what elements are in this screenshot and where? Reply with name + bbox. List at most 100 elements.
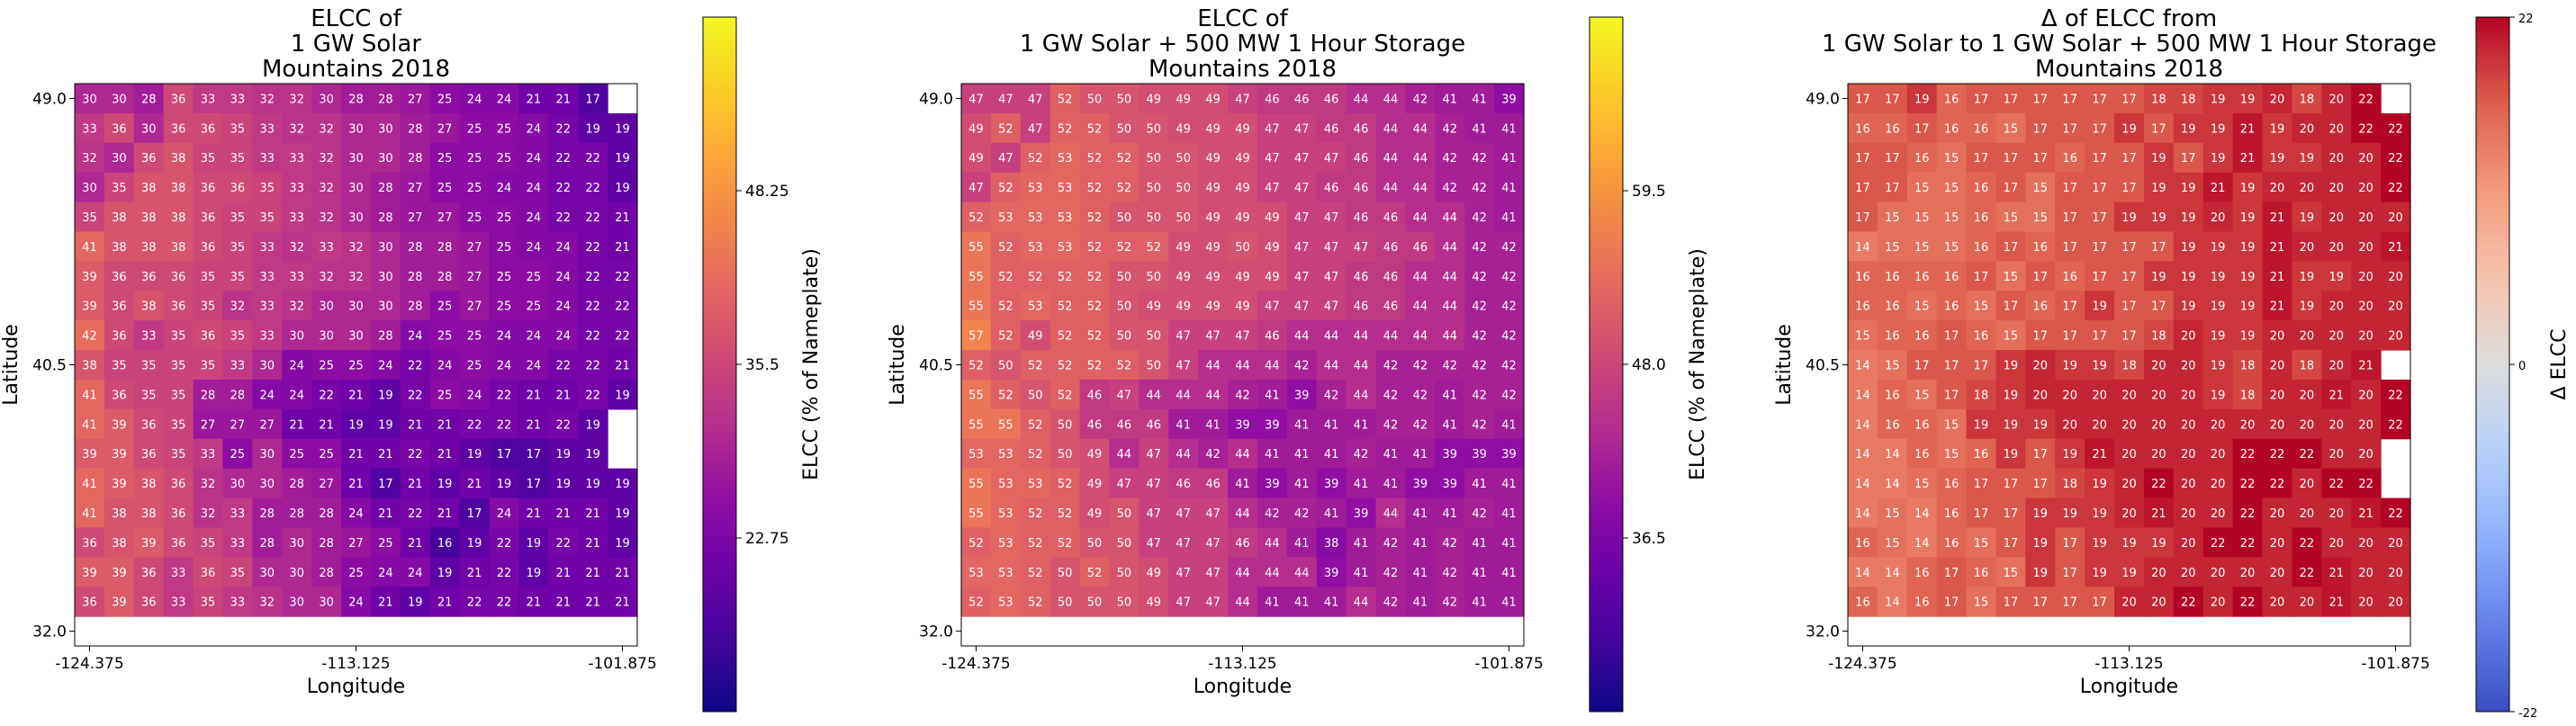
cell-value-label: 27	[467, 300, 482, 314]
cell-value-label: 52	[1058, 300, 1073, 314]
cell-value-label: 19	[615, 537, 630, 551]
heatmap-cell	[429, 202, 461, 233]
heatmap-cell	[608, 468, 638, 499]
heatmap-cell	[1049, 379, 1081, 410]
heatmap-cell	[163, 557, 194, 587]
heatmap-cell	[2025, 202, 2056, 233]
cell-value-label: 20	[2388, 211, 2403, 225]
cell-value-label: 41	[1501, 152, 1517, 166]
cell-value-label: 36	[171, 122, 186, 136]
heatmap-cell	[341, 202, 372, 233]
heatmap-cell	[1464, 379, 1495, 410]
cell-value-label: 49	[1235, 300, 1250, 314]
cell-value-label: 35	[201, 537, 216, 551]
heatmap-cell	[2114, 408, 2145, 440]
cell-value-label: 17	[2033, 271, 2049, 284]
heatmap-cell	[489, 320, 520, 351]
cell-value-label: 53	[1028, 182, 1043, 195]
heatmap-cell	[1405, 438, 1436, 470]
cell-value-label: 20	[2358, 241, 2373, 255]
heatmap-cell	[400, 497, 431, 529]
chart-title-line: 1 GW Solar to 1 GW Solar + 500 MW 1 Hour…	[1822, 31, 2436, 58]
heatmap-cell	[1435, 142, 1465, 174]
cell-value-label: 20	[2181, 448, 2196, 462]
heatmap-cell	[1139, 379, 1169, 410]
cell-value-label: 19	[2270, 122, 2285, 136]
heatmap-cell	[1877, 350, 1908, 381]
heatmap-cell	[1848, 408, 1878, 440]
heatmap-cell	[1877, 231, 1908, 262]
cell-value-label: 17	[2033, 330, 2049, 344]
heatmap-cell	[1995, 84, 2026, 114]
cell-value-label: 17	[2092, 596, 2107, 610]
cell-value-label: 36	[201, 241, 216, 255]
cell-value-label: 35	[230, 122, 246, 136]
heatmap-cell	[1405, 261, 1436, 291]
cell-value-label: 41	[1265, 596, 1280, 610]
cell-value-label: 50	[1117, 271, 1132, 284]
cell-value-label: 53	[1058, 152, 1073, 166]
heatmap-cell	[961, 261, 992, 291]
heatmap-cell	[311, 438, 342, 470]
cell-value-label: 28	[437, 241, 453, 255]
cell-value-label: 44	[1442, 330, 1457, 344]
heatmap-cell	[608, 112, 638, 144]
cell-value-label: 22	[497, 389, 512, 402]
cell-value-label: 49	[1205, 182, 1220, 195]
cell-value-label: 19	[2151, 152, 2166, 166]
cell-value-label: 33	[201, 93, 216, 106]
cell-value-label: 18	[2300, 93, 2315, 106]
cell-value-label: 28	[348, 93, 364, 106]
cell-value-label: 19	[2033, 537, 2049, 551]
cell-value-label: 35	[230, 211, 246, 225]
cell-value-label: 19	[2121, 211, 2137, 225]
cell-value-label: 38	[171, 182, 186, 195]
heatmap-cell	[2292, 320, 2322, 351]
heatmap-cell	[429, 527, 461, 558]
heatmap-cell	[75, 142, 105, 174]
cell-value-label: 17	[1914, 122, 1930, 136]
cell-value-label: 20	[2328, 418, 2344, 432]
heatmap-cell	[1435, 587, 1465, 617]
heatmap-cell	[163, 172, 194, 203]
heatmap-cell	[222, 320, 253, 351]
heatmap-cell	[1906, 438, 1938, 470]
heatmap-cell	[990, 112, 1022, 144]
cell-value-label: 16	[1914, 271, 1930, 284]
heatmap-cell	[429, 587, 461, 617]
cell-value-label: 30	[319, 93, 334, 106]
heatmap-cell	[2173, 379, 2204, 410]
heatmap-cell	[252, 261, 283, 291]
heatmap-cell	[1286, 84, 1318, 114]
cell-value-label: 16	[2062, 271, 2077, 284]
cell-value-label: 41	[1265, 448, 1280, 462]
cell-value-label: 33	[230, 93, 246, 106]
cell-value-label: 17	[2033, 93, 2049, 106]
chart-title-line: 1 GW Solar	[291, 31, 421, 58]
cell-value-label: 20	[2388, 567, 2403, 580]
cell-value-label: 20	[2270, 93, 2285, 106]
heatmap-cell	[548, 557, 579, 587]
cell-value-label: 50	[1117, 567, 1132, 580]
heatmap-cell	[429, 261, 461, 291]
heatmap-cell	[2232, 557, 2264, 587]
heatmap-cell	[252, 291, 283, 321]
cell-value-label: 46	[1087, 418, 1103, 432]
heatmap-cell	[1995, 587, 2026, 617]
cell-value-label: 22	[615, 271, 630, 284]
heatmap-cell	[133, 84, 165, 114]
cell-value-label: 30	[260, 448, 275, 462]
heatmap-cell	[1346, 438, 1377, 470]
heatmap-cell	[548, 497, 579, 529]
cell-value-label: 44	[1265, 360, 1280, 373]
heatmap-cell	[1848, 497, 1878, 529]
heatmap-cell	[2114, 527, 2145, 558]
y-tick-label: 40.5	[919, 357, 953, 375]
cell-value-label: 25	[437, 389, 453, 402]
cell-value-label: 17	[2062, 300, 2077, 314]
heatmap-cell	[489, 261, 520, 291]
heatmap-cell	[1464, 468, 1495, 499]
cell-value-label: 47	[1175, 330, 1191, 344]
heatmap-cell	[133, 202, 165, 233]
cell-value-label: 20	[2388, 596, 2403, 610]
